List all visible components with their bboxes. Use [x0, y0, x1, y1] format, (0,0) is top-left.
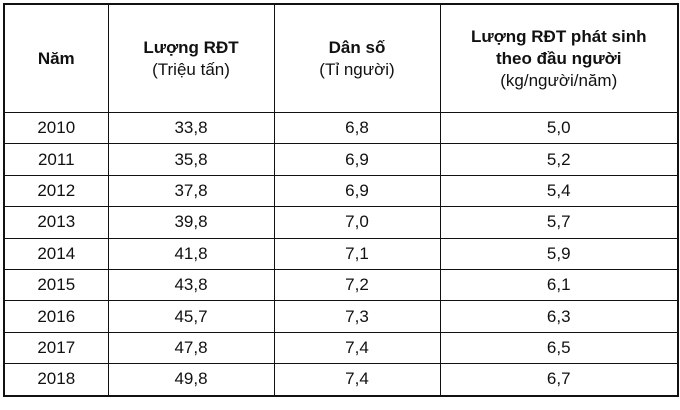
cell-year: 2012	[3, 174, 109, 208]
cell-rdt-amount: 49,8	[107, 363, 275, 397]
table-row: 2017 47,8 7,4 6,5	[3, 331, 679, 365]
header-population-label: Dân số	[328, 37, 386, 57]
cell-population: 7,0	[273, 206, 441, 239]
header-rdt-amount-unit: (Triệu tấn)	[152, 59, 230, 79]
data-table: Năm Lượng RĐT (Triệu tấn) Dân số (Tỉ ngư…	[3, 3, 679, 397]
cell-per-capita: 5,4	[439, 174, 679, 208]
cell-population: 6,9	[273, 174, 441, 208]
header-per-capita: Lượng RĐT phát sinh theo đầu người (kg/n…	[439, 3, 679, 113]
cell-population: 7,4	[273, 363, 441, 397]
header-rdt-amount: Lượng RĐT (Triệu tấn)	[107, 3, 275, 113]
cell-per-capita: 6,1	[439, 268, 679, 302]
cell-year: 2018	[3, 363, 109, 397]
table-row: 2016 45,7 7,3 6,3	[3, 300, 679, 333]
table-row: 2013 39,8 7,0 5,7	[3, 206, 679, 239]
header-rdt-amount-label: Lượng RĐT	[143, 37, 239, 57]
cell-year: 2016	[3, 300, 109, 333]
header-population-unit: (Tỉ người)	[319, 59, 395, 79]
header-row: Năm Lượng RĐT (Triệu tấn) Dân số (Tỉ ngư…	[3, 3, 679, 113]
cell-rdt-amount: 43,8	[107, 268, 275, 302]
cell-rdt-amount: 39,8	[107, 206, 275, 239]
cell-per-capita: 5,0	[439, 111, 679, 145]
table-row: 2015 43,8 7,2 6,1	[3, 268, 679, 302]
table-row: 2014 41,8 7,1 5,9	[3, 237, 679, 270]
cell-rdt-amount: 33,8	[107, 111, 275, 145]
header-per-capita-unit: (kg/người/năm)	[500, 70, 618, 90]
cell-population: 7,3	[273, 300, 441, 333]
header-per-capita-label: Lượng RĐT phát sinh theo đầu người	[471, 26, 647, 68]
cell-year: 2017	[3, 331, 109, 365]
cell-per-capita: 6,5	[439, 331, 679, 365]
cell-rdt-amount: 41,8	[107, 237, 275, 270]
cell-population: 7,2	[273, 268, 441, 302]
cell-year: 2010	[3, 111, 109, 145]
cell-population: 6,9	[273, 143, 441, 176]
cell-year: 2015	[3, 268, 109, 302]
header-year: Năm	[3, 3, 109, 113]
cell-year: 2011	[3, 143, 109, 176]
cell-rdt-amount: 37,8	[107, 174, 275, 208]
cell-per-capita: 6,3	[439, 300, 679, 333]
cell-per-capita: 5,7	[439, 206, 679, 239]
cell-population: 6,8	[273, 111, 441, 145]
table-row: 2012 37,8 6,9 5,4	[3, 174, 679, 208]
cell-per-capita: 5,2	[439, 143, 679, 176]
header-year-label: Năm	[37, 48, 75, 68]
header-population: Dân số (Tỉ người)	[273, 3, 441, 113]
table-row: 2018 49,8 7,4 6,7	[3, 363, 679, 397]
cell-population: 7,4	[273, 331, 441, 365]
cell-rdt-amount: 45,7	[107, 300, 275, 333]
cell-rdt-amount: 35,8	[107, 143, 275, 176]
cell-per-capita: 6,7	[439, 363, 679, 397]
cell-year: 2013	[3, 206, 109, 239]
cell-rdt-amount: 47,8	[107, 331, 275, 365]
cell-per-capita: 5,9	[439, 237, 679, 270]
table-row: 2011 35,8 6,9 5,2	[3, 143, 679, 176]
cell-year: 2014	[3, 237, 109, 270]
table-row: 2010 33,8 6,8 5,0	[3, 111, 679, 145]
cell-population: 7,1	[273, 237, 441, 270]
